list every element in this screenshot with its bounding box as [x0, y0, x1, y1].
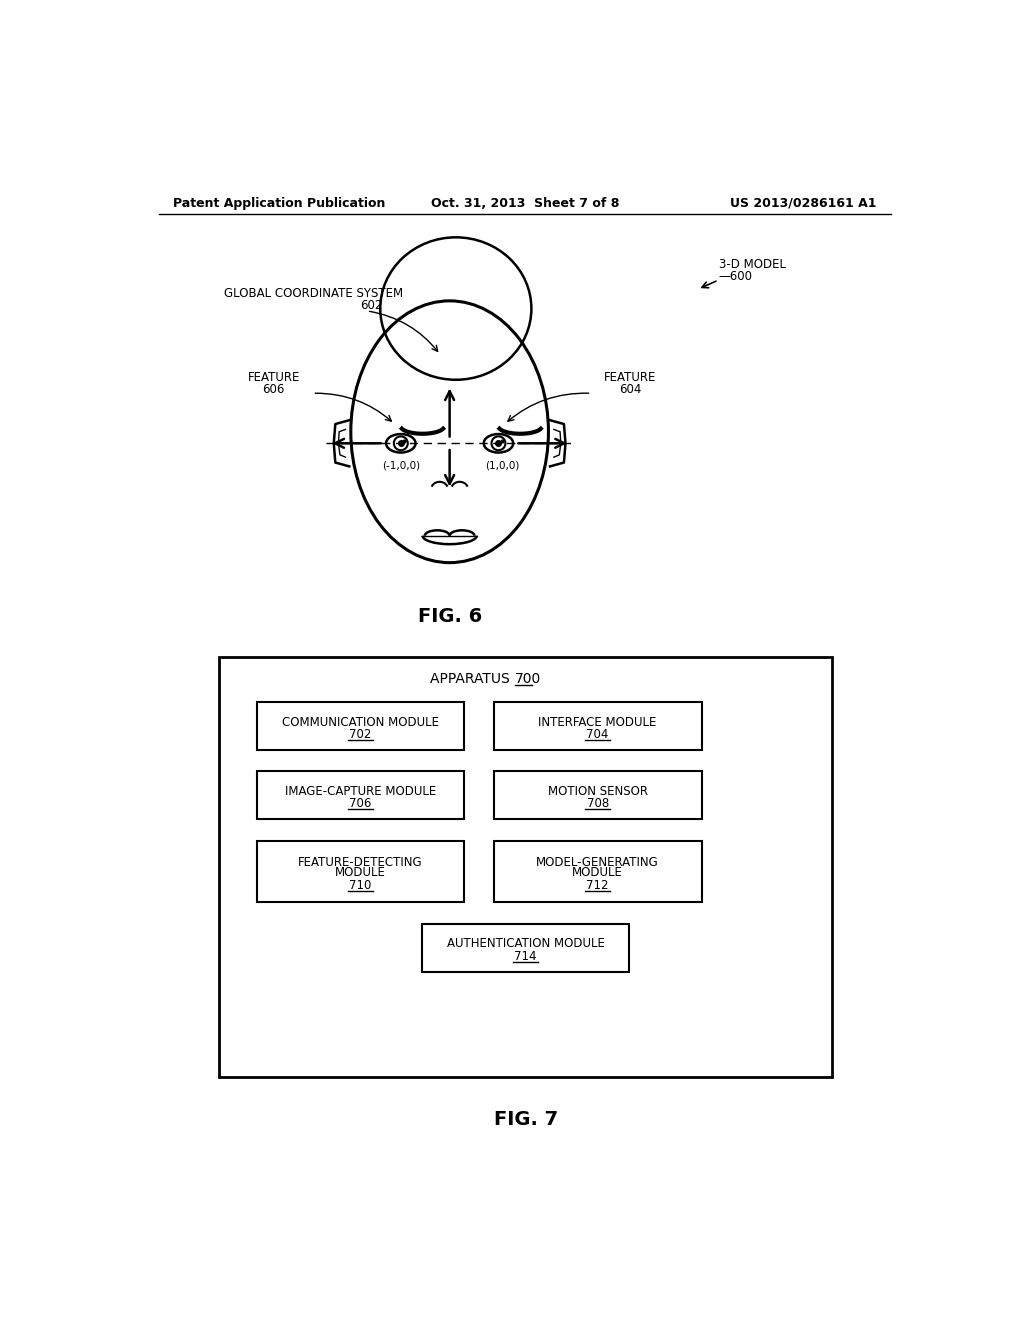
Text: MODULE: MODULE: [572, 866, 623, 879]
Text: INTERFACE MODULE: INTERFACE MODULE: [539, 715, 656, 729]
Text: (1,0,0): (1,0,0): [485, 461, 519, 470]
Text: AUTHENTICATION MODULE: AUTHENTICATION MODULE: [446, 937, 604, 950]
Text: FIG. 6: FIG. 6: [418, 607, 481, 626]
Text: 708: 708: [587, 797, 609, 810]
Text: MOTION SENSOR: MOTION SENSOR: [548, 785, 647, 797]
Text: FEATURE: FEATURE: [604, 371, 656, 384]
Bar: [257, 771, 464, 818]
Text: 702: 702: [349, 727, 372, 741]
Text: MODULE: MODULE: [335, 866, 386, 879]
Text: 712: 712: [587, 879, 609, 892]
Text: (-1,0,0): (-1,0,0): [382, 461, 420, 470]
Text: Oct. 31, 2013  Sheet 7 of 8: Oct. 31, 2013 Sheet 7 of 8: [431, 197, 618, 210]
Text: 602: 602: [360, 298, 383, 312]
Text: 604: 604: [620, 383, 641, 396]
Text: MODEL-GENERATING: MODEL-GENERATING: [537, 855, 659, 869]
Bar: [257, 702, 464, 750]
Text: Patent Application Publication: Patent Application Publication: [173, 197, 385, 210]
Text: APPARATUS: APPARATUS: [430, 672, 514, 686]
Text: FIG. 7: FIG. 7: [494, 1110, 558, 1129]
Bar: [494, 702, 701, 750]
Text: FEATURE: FEATURE: [248, 371, 300, 384]
Bar: [219, 657, 831, 1077]
Text: 710: 710: [349, 879, 372, 892]
Text: US 2013/0286161 A1: US 2013/0286161 A1: [730, 197, 877, 210]
Text: FEATURE-DETECTING: FEATURE-DETECTING: [298, 855, 423, 869]
Text: 714: 714: [514, 949, 537, 962]
Bar: [494, 771, 701, 818]
Text: —600: —600: [719, 269, 753, 282]
Bar: [257, 841, 464, 903]
Text: 706: 706: [349, 797, 372, 810]
Bar: [494, 841, 701, 903]
Text: IMAGE-CAPTURE MODULE: IMAGE-CAPTURE MODULE: [285, 785, 436, 797]
Text: COMMUNICATION MODULE: COMMUNICATION MODULE: [282, 715, 439, 729]
Bar: [422, 924, 630, 972]
Text: 704: 704: [587, 727, 609, 741]
Text: 3-D MODEL: 3-D MODEL: [719, 259, 785, 271]
Text: 606: 606: [262, 383, 285, 396]
Text: GLOBAL COORDINATE SYSTEM: GLOBAL COORDINATE SYSTEM: [224, 286, 403, 300]
Text: 700: 700: [515, 672, 541, 686]
